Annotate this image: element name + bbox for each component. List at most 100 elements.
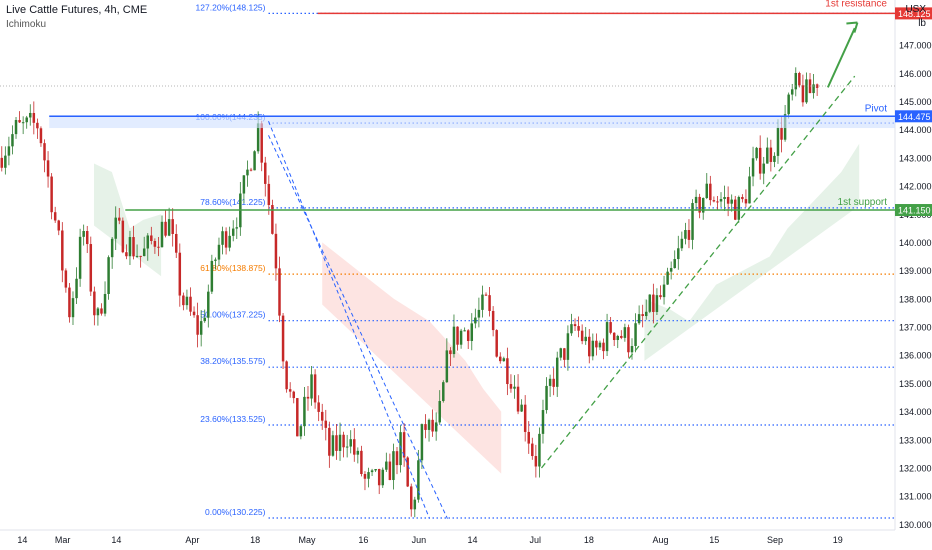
candle-body [11, 134, 14, 147]
candle-body [299, 426, 303, 437]
candle-body [652, 294, 655, 312]
candle-body [499, 356, 502, 362]
pivot-label: Pivot [865, 103, 887, 114]
y-tick-label: 142.000 [899, 182, 932, 192]
candle-body [221, 231, 224, 245]
candle-body [669, 268, 673, 272]
y-tick-label: 131.000 [899, 492, 932, 502]
candle-body [488, 295, 491, 311]
candle-body [741, 196, 744, 200]
candle-body [235, 227, 239, 229]
candle-body [50, 176, 53, 213]
candle-body [620, 335, 623, 338]
candle-body [377, 469, 381, 486]
candle-body [189, 296, 192, 312]
candle-body [93, 291, 96, 316]
candle-body [310, 374, 313, 399]
candle-body [278, 268, 281, 316]
candle-body [121, 220, 125, 253]
candle-body [787, 94, 790, 115]
candle-body [527, 431, 530, 444]
candle-body [328, 427, 331, 456]
candle-body [566, 333, 570, 360]
candle-body [253, 151, 256, 171]
candle-body [634, 323, 637, 347]
candle-body [18, 120, 21, 123]
candle-body [673, 259, 676, 269]
candle-body [474, 317, 477, 324]
fib-level-label: 50.00%(137.225) [200, 310, 265, 320]
fib-level-label: 78.60%(141.225) [200, 197, 265, 207]
candle-body [217, 244, 221, 260]
x-tick-label: Mar [55, 535, 71, 545]
fib-anchor-line [268, 135, 448, 519]
y-tick-label: 143.000 [899, 153, 932, 163]
candle-body [812, 84, 815, 94]
support-label: 1st support [838, 197, 888, 208]
candle-body [249, 169, 253, 171]
candle-body [57, 220, 60, 231]
candle-body [577, 326, 580, 331]
candle-body [335, 435, 338, 451]
candle-body [118, 217, 121, 221]
candle-body [531, 443, 534, 457]
candle-body [199, 321, 203, 335]
candle-body [53, 212, 57, 221]
candle-body [135, 255, 139, 257]
candle-body [345, 446, 349, 448]
fib-level-label: 61.80%(138.875) [200, 263, 265, 273]
x-tick-label: 14 [468, 535, 478, 545]
candle-body [584, 336, 587, 342]
y-tick-label: 146.000 [899, 69, 932, 79]
support-badge [895, 204, 932, 217]
candle-body [139, 255, 142, 257]
candle-body [242, 175, 246, 194]
resistance-badge [895, 7, 932, 20]
candle-body [142, 248, 146, 257]
candle-body [719, 199, 723, 202]
candle-body [623, 327, 627, 338]
candle-body [751, 158, 755, 177]
candle-body [420, 424, 424, 461]
candle-body [815, 84, 819, 88]
candle-body [730, 199, 733, 204]
candle-body [709, 183, 712, 201]
candle-body [306, 396, 310, 399]
fib-anchor-line [268, 121, 431, 519]
candle-body [385, 461, 388, 470]
candle-body [552, 378, 555, 387]
candle-body [342, 434, 345, 448]
candle-body [780, 127, 783, 140]
candle-body [256, 123, 260, 152]
y-tick-label: 139.000 [899, 266, 932, 276]
unit-label: lb [918, 18, 926, 29]
candle-body [481, 294, 484, 310]
candle-body [417, 460, 420, 500]
candle-body [32, 112, 36, 123]
pivot-badge [895, 110, 932, 123]
x-tick-label: 14 [17, 535, 27, 545]
candle-body [114, 217, 117, 239]
candle-body [203, 317, 206, 322]
candle-body [523, 404, 527, 432]
x-tick-label: 18 [250, 535, 260, 545]
candle-body [25, 117, 28, 123]
candle-body [21, 122, 25, 124]
candle-body [36, 122, 39, 129]
candle-body [687, 230, 691, 240]
candle-body [666, 271, 669, 285]
candle-body [349, 439, 352, 447]
x-tick-label: Sep [767, 535, 783, 545]
candle-body [43, 143, 46, 161]
candle-body [591, 340, 595, 357]
candle-body [609, 322, 612, 333]
candle-body [798, 72, 801, 86]
indicator-name: Ichimoku [6, 19, 47, 30]
y-tick-label: 133.000 [899, 435, 932, 445]
candle-body [46, 160, 50, 177]
candle-body [677, 248, 680, 260]
candle-body [737, 196, 741, 220]
candle-body [602, 342, 605, 352]
candle-body [680, 238, 684, 249]
